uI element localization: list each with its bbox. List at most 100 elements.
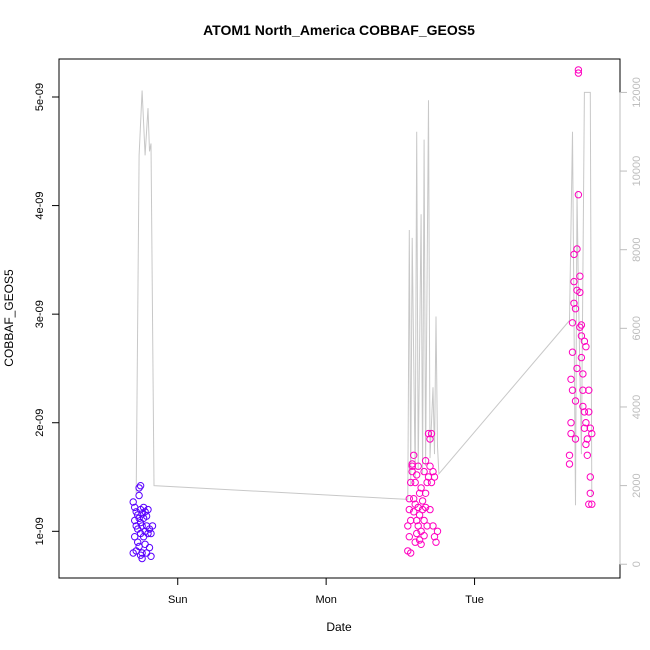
data-point <box>582 419 590 427</box>
data-point <box>413 529 421 538</box>
data-point <box>427 429 436 438</box>
data-point <box>574 191 583 199</box>
secondary-tick-label: 12000 <box>631 77 643 108</box>
data-point <box>139 503 148 512</box>
data-point <box>576 288 584 297</box>
data-point <box>585 408 593 416</box>
data-point <box>565 451 574 459</box>
data-point <box>131 533 139 541</box>
data-point <box>413 516 421 525</box>
data-point <box>423 478 431 487</box>
data-point <box>138 522 146 530</box>
data-point <box>129 498 137 506</box>
data-point <box>138 549 146 557</box>
x-axis-label: Date <box>326 620 352 634</box>
data-point <box>135 484 143 492</box>
data-point <box>135 491 143 500</box>
x-axis: Sun Mon Tue <box>168 577 484 606</box>
data-point <box>577 321 586 329</box>
data-point <box>582 343 590 351</box>
secondary-tick-label: 2000 <box>631 473 643 497</box>
data-point <box>588 500 596 508</box>
data-point <box>410 451 418 459</box>
data-point <box>405 505 413 514</box>
data-point <box>573 245 581 253</box>
data-point <box>571 305 580 313</box>
secondary-tick-label: 8000 <box>631 237 643 261</box>
data-point <box>580 337 589 345</box>
y-tick-label: 4e-09 <box>34 192 46 220</box>
data-point <box>586 489 594 497</box>
data-point <box>410 508 418 516</box>
data-point <box>420 467 428 476</box>
data-point <box>411 478 419 487</box>
data-point <box>583 435 591 443</box>
data-point <box>567 419 575 427</box>
data-point <box>567 375 575 383</box>
data-point <box>588 429 596 438</box>
data-point <box>429 467 437 476</box>
data-point <box>430 533 439 541</box>
data-point <box>571 435 580 443</box>
data-point <box>570 299 578 307</box>
data-point <box>138 554 146 563</box>
data-point <box>415 536 424 544</box>
data-point <box>148 522 157 530</box>
data-point <box>568 386 577 394</box>
data-point <box>414 462 422 470</box>
x-tick-label: Mon <box>315 594 336 606</box>
data-point <box>579 386 587 394</box>
y-axis-label: COBBAF_GEOS5 <box>2 269 16 367</box>
data-point <box>415 511 424 519</box>
data-point <box>570 250 578 259</box>
points-layer <box>129 66 596 563</box>
data-point <box>577 332 586 340</box>
y-tick-label: 2e-09 <box>34 409 46 437</box>
data-point <box>405 495 413 503</box>
data-point <box>426 505 434 514</box>
data-point <box>430 473 439 481</box>
data-point <box>426 462 434 470</box>
data-point <box>421 489 430 497</box>
data-point <box>568 319 577 327</box>
data-point <box>567 429 575 438</box>
data-point <box>571 397 580 405</box>
x-tick-label: Sun <box>168 594 188 606</box>
data-point <box>573 364 581 373</box>
data-point <box>414 503 422 512</box>
y-tick-label: 1e-09 <box>34 517 46 545</box>
y-tick-label: 3e-09 <box>34 300 46 328</box>
data-point <box>405 533 413 541</box>
secondary-tick-label: 0 <box>631 561 643 567</box>
data-point <box>407 549 415 557</box>
data-point <box>579 402 587 411</box>
data-point <box>420 516 428 525</box>
data-point <box>433 527 442 535</box>
data-point <box>417 540 425 548</box>
data-point <box>579 370 587 378</box>
data-point <box>426 435 434 443</box>
x-tick-label: Tue <box>465 594 484 606</box>
data-point <box>586 473 594 481</box>
data-point <box>147 552 155 560</box>
secondary-line-layer <box>135 90 593 506</box>
data-point <box>580 408 589 416</box>
data-point <box>574 66 583 74</box>
data-point <box>576 272 584 280</box>
data-point <box>585 500 593 508</box>
data-point <box>429 522 437 530</box>
secondary-tick-label: 4000 <box>631 395 643 419</box>
data-point <box>570 277 578 286</box>
data-point <box>417 484 425 492</box>
data-point <box>134 538 142 546</box>
data-point <box>144 529 152 538</box>
data-point <box>420 532 428 540</box>
data-point <box>145 543 154 552</box>
y-axis: 1e-09 2e-09 3e-09 4e-09 5e-09 <box>34 83 60 545</box>
data-point <box>577 353 586 362</box>
data-point <box>583 451 591 459</box>
data-point <box>568 348 577 356</box>
data-point <box>582 440 590 449</box>
data-point <box>410 495 418 503</box>
